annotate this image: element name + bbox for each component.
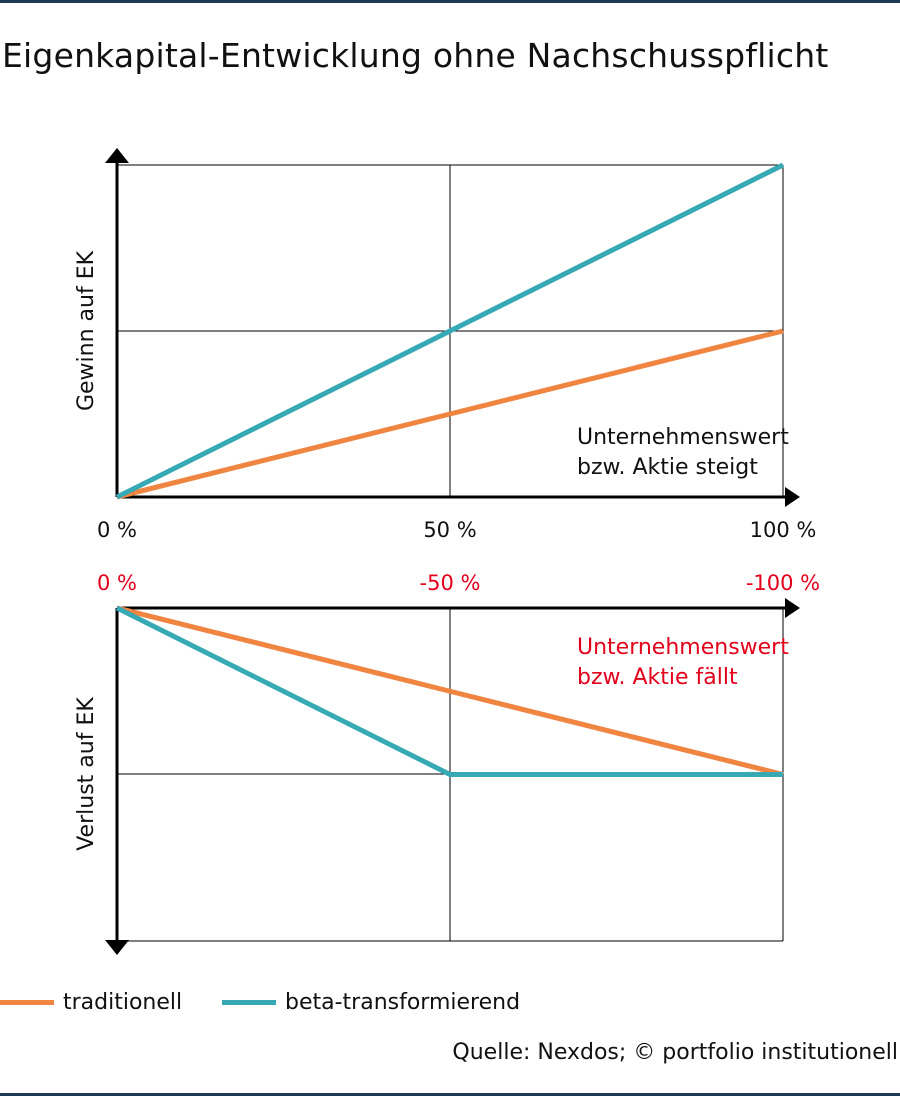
gain-annotation-line: bzw. Aktie steigt: [577, 455, 758, 480]
loss-annotation-line: Unternehmenswert: [577, 635, 789, 660]
bottom-rule: [0, 1093, 900, 1096]
legend-label-beta-transformierend: beta-transformierend: [285, 990, 521, 1015]
legend-swatch-beta-transformierend: [222, 1000, 276, 1005]
gain-line-traditionell: [116, 328, 784, 500]
gain-tick-label: 50 %: [423, 518, 476, 542]
legend-swatch-traditionell: [0, 1000, 54, 1005]
source-note: Quelle: Nexdos; © portfolio institutione…: [452, 1040, 898, 1065]
gain-y-axis-label: Gewinn auf EK: [74, 250, 99, 411]
loss-x-arrow: [785, 598, 800, 618]
loss-tick-label: 0 %: [97, 571, 137, 595]
gain-y-arrow: [105, 148, 129, 163]
loss-tick-label: -100 %: [746, 571, 820, 595]
gain-x-arrow: [785, 487, 800, 507]
loss-y-axis-label: Verlust auf EK: [74, 697, 99, 851]
gain-tick-label: 100 %: [750, 518, 817, 542]
legend-item-traditionell: traditionell: [0, 990, 182, 1015]
legend-label-traditionell: traditionell: [63, 990, 183, 1015]
loss-tick-label: -50 %: [420, 571, 481, 595]
loss-y-arrow: [105, 940, 129, 955]
chart-title: Eigenkapital-Entwicklung ohne Nachschuss…: [2, 36, 829, 75]
gain-line-beta-transformierend: [115, 162, 785, 500]
loss-annotation-line: bzw. Aktie fällt: [577, 665, 738, 690]
loss-line-beta-transformierend: [115, 605, 783, 777]
top-rule: [0, 0, 900, 3]
legend-item-beta-transformierend: beta-transformierend: [222, 990, 520, 1015]
gain-annotation-line: Unternehmenswert: [577, 425, 789, 450]
loss-line-traditionell: [116, 605, 784, 777]
gain-tick-label: 0 %: [97, 518, 137, 542]
